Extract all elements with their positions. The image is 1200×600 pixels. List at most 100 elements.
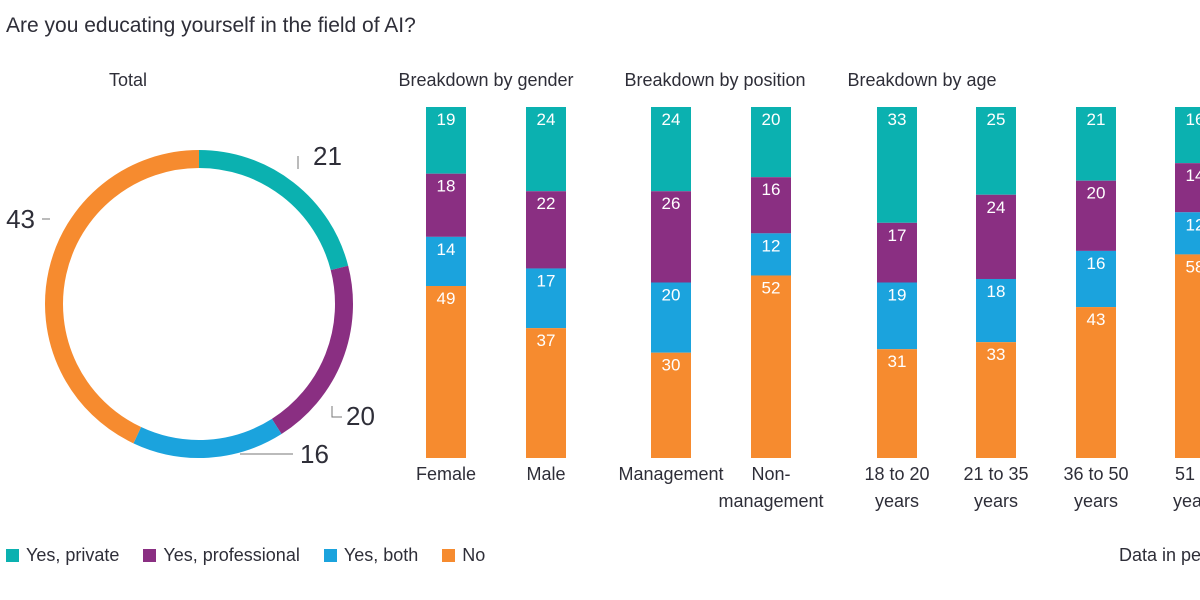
bar-segment-non-management-yes-private bbox=[751, 107, 791, 178]
bar-segment-male-no bbox=[526, 328, 566, 458]
bar-value-51-to-yes-both: 12 bbox=[1186, 215, 1200, 234]
bar-value-female-yes-private: 19 bbox=[437, 110, 456, 129]
x-tick-label-male: Male bbox=[526, 464, 565, 484]
x-tick-label-non-management: Non- bbox=[751, 464, 790, 484]
bar-group-title-breakdown-by-age: Breakdown by age bbox=[847, 70, 996, 90]
bar-value-36-to-50-years-yes-private: 21 bbox=[1087, 110, 1106, 129]
bar-segment-51-to-yes-professional bbox=[1175, 163, 1200, 213]
pie-slice-yes-both bbox=[133, 418, 282, 458]
bar-segment-18-to-20-years-no bbox=[877, 349, 917, 458]
bar-value-51-to-yes-professional: 14 bbox=[1186, 166, 1200, 185]
bar-segment-management-yes-professional bbox=[651, 191, 691, 283]
legend-label-yes-private: Yes, private bbox=[26, 544, 120, 565]
bar-segment-female-yes-both bbox=[426, 236, 466, 287]
bar-value-management-yes-both: 20 bbox=[662, 286, 681, 305]
x-tick-label-51-to: 51 to bbox=[1175, 464, 1200, 484]
bar-value-management-no: 30 bbox=[662, 356, 681, 375]
pie-title: Total bbox=[109, 70, 147, 90]
legend-swatch-yes-private bbox=[6, 548, 19, 562]
bar-segment-management-yes-private bbox=[651, 107, 691, 192]
bar-segment-male-yes-professional bbox=[526, 191, 566, 269]
bar-segment-female-no bbox=[426, 286, 466, 458]
bar-segment-male-yes-private bbox=[526, 107, 566, 192]
bar-segment-non-management-yes-both bbox=[751, 233, 791, 276]
bar-value-non-management-yes-both: 12 bbox=[762, 236, 781, 255]
bar-segment-51-to-no bbox=[1175, 254, 1200, 458]
bar-value-female-yes-professional: 18 bbox=[437, 177, 456, 196]
bar-value-36-to-50-years-yes-both: 16 bbox=[1087, 254, 1106, 273]
legend-label-yes-both: Yes, both bbox=[343, 544, 419, 565]
legend-swatch-yes-professional bbox=[143, 548, 157, 562]
legend-item-yes-private: Yes, private bbox=[6, 545, 119, 566]
legend: Yes, private Yes, professional Yes, both… bbox=[6, 543, 509, 567]
bar-value-non-management-no: 52 bbox=[762, 278, 781, 297]
page-title: Are you educating yourself in the field … bbox=[6, 14, 416, 37]
bar-segment-management-no bbox=[651, 352, 691, 458]
data-unit-note: Data in pe bbox=[1119, 545, 1200, 565]
bar-segment-18-to-20-years-yes-private bbox=[877, 107, 917, 223]
x-tick-label-21-to-35-years: 21 to 35 bbox=[963, 464, 1028, 484]
legend-item-yes-both: Yes, both bbox=[323, 544, 419, 566]
bar-value-management-yes-private: 24 bbox=[662, 110, 681, 129]
x-tick-label-18-to-20-years: 18 to 20 bbox=[864, 464, 929, 484]
bar-segment-21-to-35-years-yes-professional bbox=[976, 194, 1016, 279]
bar-value-male-yes-professional: 22 bbox=[537, 194, 556, 213]
bar-segment-51-to-yes-both bbox=[1175, 212, 1200, 255]
pie-slice-yes-professional bbox=[271, 265, 353, 435]
x-tick-label-management: Management bbox=[618, 464, 723, 484]
legend-item-yes-professional: Yes, professional bbox=[143, 544, 300, 566]
bar-value-non-management-yes-private: 20 bbox=[762, 110, 781, 129]
bar-value-36-to-50-years-no: 43 bbox=[1087, 310, 1106, 329]
pie-slice-yes-private bbox=[198, 150, 349, 271]
bar-segment-51-to-yes-private bbox=[1175, 107, 1200, 164]
bar-value-female-no: 49 bbox=[437, 289, 456, 308]
bar-value-female-yes-both: 14 bbox=[437, 240, 456, 259]
legend-swatch-no bbox=[442, 548, 456, 562]
legend-item-no: No bbox=[442, 545, 485, 566]
bar-value-51-to-yes-private: 16 bbox=[1186, 110, 1200, 129]
bar-value-18-to-20-years-no: 31 bbox=[888, 352, 907, 371]
bar-segment-non-management-yes-professional bbox=[751, 177, 791, 234]
bar-segment-management-yes-both bbox=[651, 282, 691, 353]
bar-segment-female-yes-professional bbox=[426, 173, 466, 237]
bar-group-title-breakdown-by-position: Breakdown by position bbox=[624, 70, 805, 90]
bar-value-51-to-no: 58 bbox=[1186, 257, 1200, 276]
bar-segment-male-yes-both bbox=[526, 268, 566, 329]
x-tick-label-36-to-50-years: 36 to 50 bbox=[1063, 464, 1128, 484]
bar-value-21-to-35-years-yes-private: 25 bbox=[987, 110, 1006, 129]
bar-segment-36-to-50-years-yes-professional bbox=[1076, 180, 1116, 251]
bar-segment-non-management-no bbox=[751, 275, 791, 458]
bar-segment-18-to-20-years-yes-both bbox=[877, 282, 917, 350]
bar-value-male-yes-private: 24 bbox=[537, 110, 556, 129]
x-tick-label-36-to-50-years-line2: years bbox=[1074, 491, 1118, 511]
x-tick-label-18-to-20-years-line2: years bbox=[875, 491, 919, 511]
pie-value-no: 43 bbox=[6, 204, 35, 234]
legend-swatch-yes-both bbox=[323, 548, 337, 562]
bar-value-36-to-50-years-yes-professional: 20 bbox=[1087, 184, 1106, 203]
pie-value-yes-professional: 20 bbox=[346, 401, 375, 431]
bar-segment-21-to-35-years-yes-private bbox=[976, 107, 1016, 195]
x-tick-label-51-to-line2: years bbox=[1173, 491, 1200, 511]
bar-value-21-to-35-years-yes-professional: 24 bbox=[987, 198, 1006, 217]
bar-segment-18-to-20-years-yes-professional bbox=[877, 222, 917, 283]
pie-value-yes-both: 16 bbox=[300, 439, 329, 469]
bar-segment-36-to-50-years-no bbox=[1076, 307, 1116, 458]
legend-label-no: No bbox=[462, 544, 486, 565]
bar-value-non-management-yes-professional: 16 bbox=[762, 180, 781, 199]
bar-group-title-breakdown-by-gender: Breakdown by gender bbox=[398, 70, 573, 90]
legend-label-yes-professional: Yes, professional bbox=[163, 544, 300, 565]
bar-segment-21-to-35-years-no bbox=[976, 342, 1016, 458]
pie-leader-yes-professional bbox=[331, 406, 342, 418]
x-tick-label-21-to-35-years-line2: years bbox=[974, 491, 1018, 511]
bar-value-male-yes-both: 17 bbox=[537, 271, 556, 290]
bar-value-18-to-20-years-yes-both: 19 bbox=[888, 286, 907, 305]
bar-value-management-yes-professional: 26 bbox=[662, 194, 681, 213]
bar-value-18-to-20-years-yes-professional: 17 bbox=[888, 226, 907, 245]
bar-value-21-to-35-years-yes-both: 18 bbox=[987, 282, 1006, 301]
x-tick-label-female: Female bbox=[416, 464, 476, 484]
pie-value-yes-private: 21 bbox=[313, 141, 342, 171]
bar-segment-21-to-35-years-yes-both bbox=[976, 278, 1016, 343]
pie-slice-no bbox=[45, 150, 200, 444]
bar-value-18-to-20-years-yes-private: 33 bbox=[888, 110, 907, 129]
